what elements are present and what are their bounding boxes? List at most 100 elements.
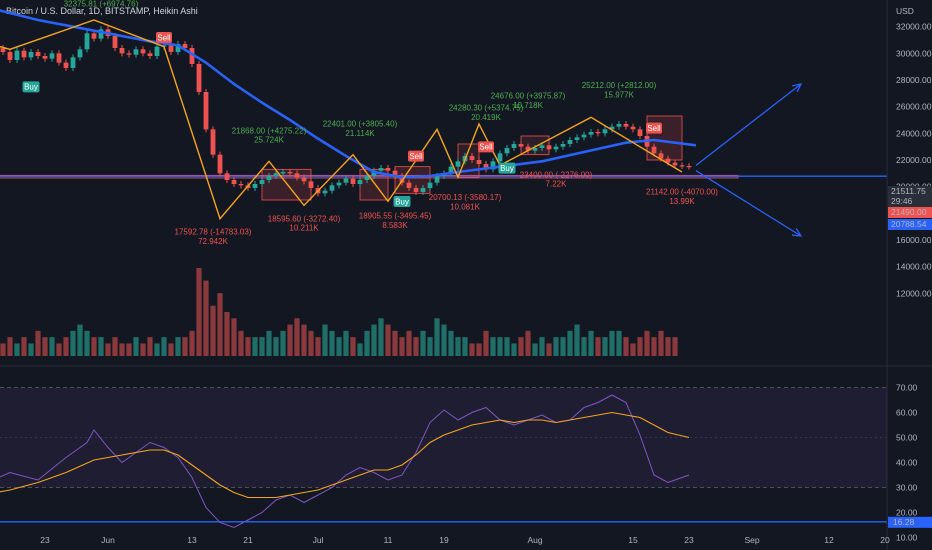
price-axis-label-text: 20788.54 [891,219,927,229]
candle-body [196,64,202,92]
signal-label: Sell [157,33,171,42]
volume-bar [63,337,69,356]
candle-body [378,168,384,171]
time-tick-label: 19 [439,535,449,545]
candle-body [553,146,559,150]
volume-bar [196,268,202,356]
volume-bar [56,343,62,356]
time-tick-label: Aug [527,535,542,545]
candle-body [77,49,83,58]
volume-bar [609,330,615,356]
candle-body [357,180,363,184]
candle-body [182,44,188,48]
candle-body [168,45,174,52]
currency-label: USD [896,6,914,16]
candle-body [427,182,433,188]
trade-annotation: 7.22K [546,180,568,189]
candle-body [525,146,531,151]
candle-body [546,145,552,150]
candle-body [28,52,34,58]
price-axis-label-text: 29:46 [891,196,913,206]
candle-body [266,176,272,180]
candle-body [448,166,454,174]
candle-body [455,161,461,167]
candle-body [273,173,279,176]
candle-body [630,126,636,130]
volume-bar [602,337,608,356]
candle-body [329,185,335,191]
moving-average-line [0,9,697,179]
price-tick-label: 32000.00 [896,22,932,32]
candle-body [350,178,356,184]
volume-bar [623,337,629,356]
volume-bar [105,343,111,356]
candle-body [56,53,62,63]
time-tick-label: Jul [313,535,324,545]
candle-body [364,176,370,180]
candle-body [343,178,349,183]
volume-bar [462,337,468,356]
candle-body [98,29,104,39]
volume-bar [266,330,272,356]
volume-bar [14,343,20,356]
candle-body [287,172,293,174]
candle-body [14,50,20,60]
trade-annotation: 10.081K [450,202,480,211]
time-tick-label: 20 [880,535,890,545]
volume-bar [455,337,461,356]
volume-bar [378,318,384,356]
candle-body [420,188,426,192]
sell-signal [408,150,424,162]
price-axis-label [888,186,932,197]
volume-bar [0,343,6,356]
price-axis-label [888,219,932,230]
time-tick-label: 13 [187,535,197,545]
volume-bar [168,343,174,356]
volume-bar [189,330,195,356]
candle-body [322,190,328,194]
volume-bar [280,330,286,356]
volume-bar [644,330,650,356]
candle-body [560,144,566,147]
price-tick-label: 28000.00 [896,75,932,85]
time-tick-label: 15 [628,535,638,545]
volume-bar [28,343,34,356]
candle-body [574,137,580,140]
volume-bar [483,330,489,356]
signal-label: Buy [24,83,38,92]
volume-bar [77,324,83,356]
arrow-head [791,228,803,237]
candle-body [70,57,76,68]
trade-annotation: 24676.00 (+3975.87) [491,92,566,101]
time-tick-label: 11 [384,535,393,545]
candle-body [518,144,524,147]
candle-body [126,53,132,55]
volume-bar [140,343,146,356]
candle-body [532,148,538,151]
volume-bar [238,330,244,356]
volume-bar [672,337,678,356]
sell-signal [646,122,662,134]
trade-annotation: 17592.78 (-14783.03) [175,228,252,237]
volume-bar [154,343,160,356]
rsi-tick-label: 20.00 [896,508,918,518]
volume-bar [427,337,433,356]
volume-bar [525,330,531,356]
volume-bar [294,318,300,356]
trade-annotation: 24280.30 (+5374.75) [449,104,524,113]
rsi-hline-label [888,516,932,528]
volume-bar [546,343,552,356]
volume-bar [413,337,419,356]
volume-bar [21,337,27,356]
volume-bar [42,337,48,356]
time-tick-label: Jun [101,535,115,545]
candle-body [21,50,27,58]
arrow-head [792,83,803,93]
volume-bar [7,337,13,356]
candle-body [210,129,216,155]
volume-bar [259,337,265,356]
candle-body [609,126,615,130]
candle-body [84,33,90,50]
volume-bar [518,337,524,356]
